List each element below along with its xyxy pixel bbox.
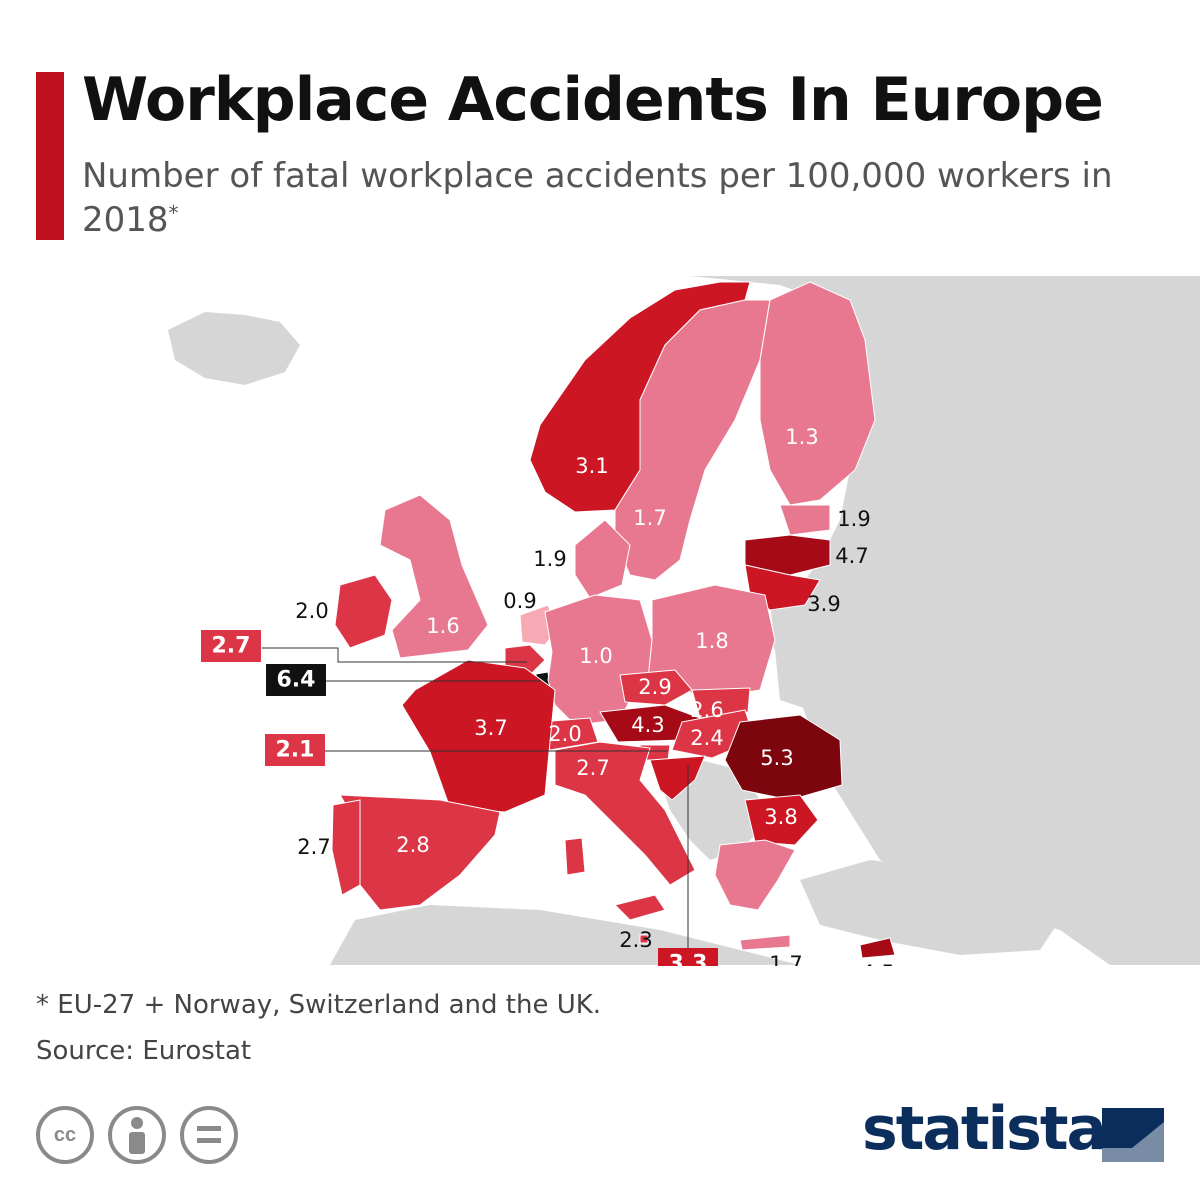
value-label-slovakia: 2.6 bbox=[690, 698, 723, 722]
value-label-malta: 2.3 bbox=[619, 928, 652, 952]
country-slovakia[interactable] bbox=[691, 687, 751, 719]
person-head-shape bbox=[131, 1117, 143, 1129]
value-label-norway: 3.1 bbox=[575, 454, 608, 478]
value-label-spain: 2.8 bbox=[396, 833, 429, 857]
footnote: * EU-27 + Norway, Switzerland and the UK… bbox=[36, 990, 602, 1020]
subtitle-text: Number of fatal workplace accidents per … bbox=[82, 156, 1113, 240]
country-sicily[interactable] bbox=[614, 894, 666, 921]
equals-line-bottom bbox=[197, 1138, 221, 1143]
page-subtitle: Number of fatal workplace accidents per … bbox=[82, 154, 1162, 242]
country-malta[interactable] bbox=[639, 934, 649, 944]
country-czechia[interactable] bbox=[619, 669, 693, 706]
value-label-netherlands: 0.9 bbox=[503, 589, 536, 613]
person-body-shape bbox=[129, 1132, 145, 1154]
value-label-czechia: 2.9 bbox=[638, 675, 671, 699]
country-united-kingdom[interactable] bbox=[379, 494, 489, 659]
country-finland[interactable] bbox=[759, 281, 876, 506]
value-label-finland: 1.3 bbox=[785, 425, 818, 449]
turkey bbox=[800, 860, 1060, 955]
value-label-sweden: 1.7 bbox=[633, 506, 666, 530]
statista-logo-text[interactable]: statista bbox=[862, 1094, 1107, 1164]
country-france[interactable] bbox=[401, 659, 556, 813]
value-label-italy: 2.7 bbox=[576, 756, 609, 780]
value-label-cyprus: 4.5 bbox=[861, 961, 894, 966]
country-cyprus[interactable] bbox=[859, 937, 896, 959]
country-portugal[interactable] bbox=[331, 799, 361, 896]
value-label-belgium: 2.7 bbox=[212, 634, 251, 659]
country-crete[interactable] bbox=[739, 934, 791, 951]
equals-line-top bbox=[197, 1126, 221, 1131]
country-estonia[interactable] bbox=[779, 504, 831, 536]
value-label-slovenia: 2.1 bbox=[276, 738, 315, 763]
value-label-romania: 5.3 bbox=[760, 746, 793, 770]
value-label-greece: 1.7 bbox=[769, 952, 802, 966]
source-note: Source: Eurostat bbox=[36, 1036, 252, 1066]
country-ireland[interactable] bbox=[334, 574, 393, 649]
russia-landmass bbox=[690, 276, 1200, 965]
attribution-icon[interactable] bbox=[108, 1106, 166, 1164]
value-box-croatia bbox=[658, 948, 718, 966]
country-bulgaria[interactable] bbox=[744, 794, 819, 846]
country-italy[interactable] bbox=[554, 741, 696, 886]
page-title: Workplace Accidents In Europe bbox=[82, 65, 1104, 135]
value-label-bulgaria: 3.8 bbox=[764, 805, 797, 829]
leader-lines bbox=[262, 647, 689, 948]
value-box-belgium bbox=[201, 630, 261, 662]
value-label-lithuania: 3.9 bbox=[807, 592, 840, 616]
country-romania[interactable] bbox=[724, 714, 843, 801]
value-box-slovenia bbox=[265, 734, 325, 766]
subtitle-footnote-marker: * bbox=[168, 201, 179, 225]
country-sardinia[interactable] bbox=[564, 837, 586, 876]
accent-bar bbox=[36, 72, 64, 240]
value-label-denmark: 1.9 bbox=[533, 547, 566, 571]
value-box-luxembourg bbox=[266, 664, 326, 696]
iceland bbox=[168, 312, 300, 385]
value-label-france: 3.7 bbox=[474, 716, 507, 740]
value-label-ireland: 2.0 bbox=[295, 599, 328, 623]
country-layer bbox=[331, 281, 896, 959]
no-derivatives-icon[interactable] bbox=[180, 1106, 238, 1164]
value-label-switzerland: 2.0 bbox=[548, 722, 581, 746]
country-croatia[interactable] bbox=[649, 755, 706, 801]
value-label-portugal: 2.7 bbox=[297, 835, 330, 859]
country-denmark[interactable] bbox=[574, 519, 631, 599]
country-greece[interactable] bbox=[714, 839, 796, 911]
value-label-germany: 1.0 bbox=[579, 644, 612, 668]
logo-mark-lower bbox=[1102, 1122, 1164, 1162]
creative-commons-icon[interactable]: cc bbox=[36, 1106, 94, 1164]
value-label-austria: 4.3 bbox=[631, 713, 664, 737]
europe-map: 3.1 1.7 1.3 1.9 4.7 3.9 1.9 2.0 1.6 0.9 2.7 6.4 1.0 1… bbox=[0, 276, 1200, 966]
cc-icon-label: cc bbox=[53, 1124, 77, 1146]
value-label-poland: 1.8 bbox=[695, 629, 728, 653]
value-labels: 3.1 1.7 1.3 1.9 4.7 3.9 1.9 2.0 1.6 0.9 2.7 6.4 1.0 1… bbox=[201, 425, 895, 966]
value-label-croatia: 3.3 bbox=[669, 952, 708, 967]
value-label-estonia: 1.9 bbox=[837, 507, 870, 531]
country-sweden[interactable] bbox=[614, 299, 771, 581]
leader-line-belgium bbox=[262, 647, 527, 663]
value-label-latvia: 4.7 bbox=[835, 544, 868, 568]
statista-logo-icon bbox=[1102, 1108, 1164, 1162]
belarus-ukraine bbox=[770, 590, 950, 720]
value-label-luxembourg: 6.4 bbox=[277, 668, 316, 693]
value-label-hungary: 2.4 bbox=[690, 726, 723, 750]
value-label-united-kingdom: 1.6 bbox=[426, 614, 459, 638]
